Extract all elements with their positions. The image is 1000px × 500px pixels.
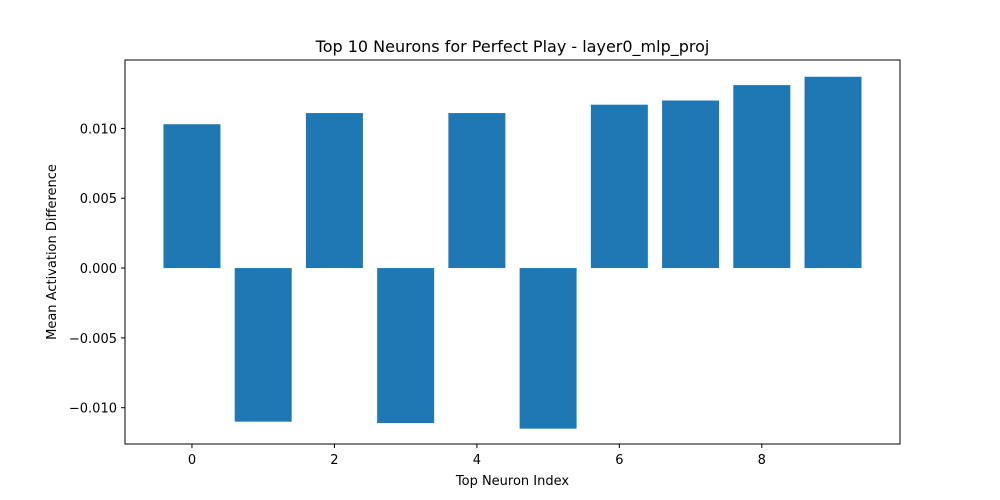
bar-9 [804,76,862,269]
y-tick-label: −0.010 [69,402,117,417]
x-axis-ticks: 0 2 4 6 8 [188,444,766,468]
plot-frame [124,59,901,445]
chart-title: Top 10 Neurons for Perfect Play - layer0… [315,37,710,57]
x-tick-label: 0 [188,453,196,468]
y-tick-label: 0.010 [80,122,117,137]
bar-6 [590,104,648,269]
x-tick-label: 8 [758,453,766,468]
x-tick-label: 4 [473,453,481,468]
x-axis-title: Top Neuron Index [455,474,570,489]
bar-2 [305,113,363,269]
x-tick-label: 2 [330,453,338,468]
y-axis-title: Mean Activation Difference [45,164,60,340]
bar-8 [733,85,791,269]
bar-0 [163,124,221,269]
y-tick-label: 0.000 [80,262,117,277]
x-tick-label: 6 [615,453,623,468]
bar-4 [448,113,506,269]
y-axis-ticks: −0.010 −0.005 0.000 0.005 0.010 [69,122,125,417]
bar-1 [234,268,292,422]
bar-5 [519,268,577,429]
bar-7 [662,100,720,269]
bar-3 [377,268,435,424]
y-tick-label: −0.005 [69,332,117,347]
y-tick-label: 0.005 [80,192,117,207]
bars-group [163,76,862,429]
